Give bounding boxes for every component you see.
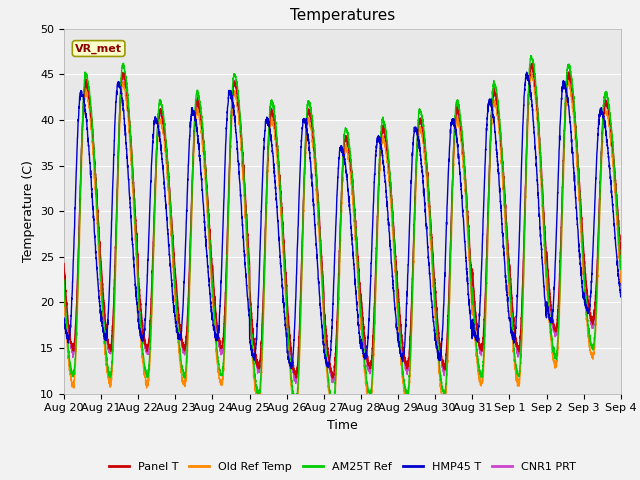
Old Ref Temp [617,280,625,286]
X-axis label: Time: Time [327,419,358,432]
Y-axis label: Temperature (C): Temperature (C) [22,160,35,262]
HMP45 T [523,69,531,75]
HMP45 T [322,360,330,365]
AM25T Ref [60,277,68,283]
HMP45 T [499,230,507,236]
CNR1 PRT [60,266,68,272]
AM25T Ref [527,53,534,59]
AM25T Ref [616,258,624,264]
Panel T [322,324,330,329]
HMP45 T [287,366,295,372]
Legend: Panel T, Old Ref Temp, AM25T Ref, HMP45 T, CNR1 PRT: Panel T, Old Ref Temp, AM25T Ref, HMP45 … [104,457,580,477]
Panel T [436,349,444,355]
Line: Old Ref Temp: Old Ref Temp [64,72,621,415]
Title: Temperatures: Temperatures [290,9,395,24]
Panel T [467,267,475,273]
CNR1 PRT [322,327,330,333]
AM25T Ref [436,374,444,380]
HMP45 T [160,180,168,185]
AM25T Ref [292,402,300,408]
Panel T [617,252,625,257]
CNR1 PRT [527,62,534,68]
Old Ref Temp [527,69,534,74]
HMP45 T [60,315,68,321]
CNR1 PRT [499,164,507,169]
Old Ref Temp [160,133,168,139]
HMP45 T [617,291,625,297]
Line: Panel T: Panel T [64,63,621,378]
Old Ref Temp [60,292,68,298]
Old Ref Temp [292,412,300,418]
CNR1 PRT [467,267,475,273]
Panel T [329,375,337,381]
HMP45 T [467,325,475,331]
AM25T Ref [467,281,475,287]
Line: HMP45 T: HMP45 T [64,72,621,369]
Panel T [60,261,68,266]
Line: AM25T Ref: AM25T Ref [64,56,621,405]
CNR1 PRT [616,248,624,253]
CNR1 PRT [292,381,300,386]
Line: CNR1 PRT: CNR1 PRT [64,65,621,384]
AM25T Ref [322,344,330,350]
Old Ref Temp [467,294,475,300]
Old Ref Temp [322,355,330,360]
HMP45 T [436,350,444,356]
Old Ref Temp [616,269,624,275]
CNR1 PRT [160,124,168,130]
CNR1 PRT [436,349,444,355]
Panel T [527,60,535,66]
CNR1 PRT [617,254,625,260]
AM25T Ref [617,266,625,272]
Panel T [160,126,168,132]
Text: VR_met: VR_met [75,43,122,54]
AM25T Ref [160,117,168,123]
Old Ref Temp [436,381,444,386]
Panel T [499,163,507,168]
HMP45 T [616,290,624,296]
AM25T Ref [499,163,507,169]
Panel T [616,240,624,245]
Old Ref Temp [499,180,507,186]
